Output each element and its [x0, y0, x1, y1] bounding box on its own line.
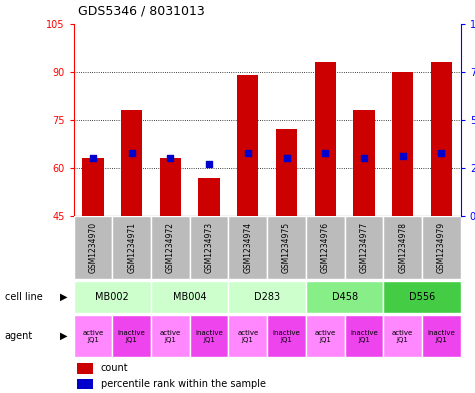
Bar — [113, 315, 151, 357]
Text: GSM1234973: GSM1234973 — [205, 222, 214, 273]
Bar — [422, 216, 461, 279]
Point — [167, 155, 174, 162]
Bar — [74, 281, 151, 313]
Bar — [77, 363, 93, 373]
Bar — [314, 62, 336, 216]
Text: ▶: ▶ — [60, 292, 68, 302]
Text: GSM1234971: GSM1234971 — [127, 222, 136, 273]
Point — [399, 153, 407, 160]
Point — [360, 155, 368, 162]
Bar — [228, 315, 267, 357]
Bar — [160, 158, 181, 216]
Text: GSM1234974: GSM1234974 — [243, 222, 252, 273]
Bar — [228, 281, 306, 313]
Point — [322, 149, 329, 156]
Bar — [306, 281, 383, 313]
Bar — [77, 379, 93, 389]
Text: GSM1234977: GSM1234977 — [360, 222, 369, 273]
Bar — [353, 110, 375, 216]
Text: GSM1234979: GSM1234979 — [437, 222, 446, 273]
Bar — [267, 315, 306, 357]
Bar — [74, 315, 113, 357]
Text: active
JQ1: active JQ1 — [82, 329, 104, 343]
Point — [283, 155, 290, 162]
Bar — [276, 130, 297, 216]
Text: D458: D458 — [332, 292, 358, 302]
Bar — [267, 216, 306, 279]
Bar — [383, 281, 461, 313]
Text: inactive
JQ1: inactive JQ1 — [273, 329, 300, 343]
Text: D556: D556 — [409, 292, 435, 302]
Text: GSM1234976: GSM1234976 — [321, 222, 330, 273]
Text: ▶: ▶ — [60, 331, 68, 341]
Text: inactive
JQ1: inactive JQ1 — [350, 329, 378, 343]
Point — [437, 149, 445, 156]
Text: inactive
JQ1: inactive JQ1 — [195, 329, 223, 343]
Text: cell line: cell line — [5, 292, 42, 302]
Point — [205, 161, 213, 167]
Text: GSM1234970: GSM1234970 — [88, 222, 97, 273]
Bar — [431, 62, 452, 216]
Bar — [306, 216, 345, 279]
Bar — [383, 216, 422, 279]
Text: active
JQ1: active JQ1 — [160, 329, 181, 343]
Point — [128, 149, 135, 156]
Bar — [345, 216, 383, 279]
Bar — [190, 315, 228, 357]
Bar — [345, 315, 383, 357]
Text: GSM1234978: GSM1234978 — [398, 222, 407, 273]
Text: GSM1234972: GSM1234972 — [166, 222, 175, 273]
Text: inactive
JQ1: inactive JQ1 — [118, 329, 145, 343]
Bar — [392, 72, 413, 216]
Bar — [151, 216, 190, 279]
Text: active
JQ1: active JQ1 — [314, 329, 336, 343]
Text: MB002: MB002 — [95, 292, 129, 302]
Bar — [383, 315, 422, 357]
Point — [89, 155, 97, 162]
Bar — [306, 315, 345, 357]
Bar — [121, 110, 142, 216]
Text: active
JQ1: active JQ1 — [237, 329, 258, 343]
Text: inactive
JQ1: inactive JQ1 — [428, 329, 455, 343]
Bar — [113, 216, 151, 279]
Bar — [190, 216, 228, 279]
Bar — [82, 158, 104, 216]
Bar — [74, 216, 113, 279]
Bar — [151, 281, 228, 313]
Text: GDS5346 / 8031013: GDS5346 / 8031013 — [78, 5, 205, 18]
Text: D283: D283 — [254, 292, 280, 302]
Text: agent: agent — [5, 331, 33, 341]
Bar — [237, 75, 258, 216]
Text: percentile rank within the sample: percentile rank within the sample — [101, 379, 266, 389]
Text: GSM1234975: GSM1234975 — [282, 222, 291, 273]
Bar — [151, 315, 190, 357]
Bar — [199, 178, 220, 216]
Text: MB004: MB004 — [173, 292, 207, 302]
Bar — [228, 216, 267, 279]
Bar — [422, 315, 461, 357]
Point — [244, 149, 252, 156]
Text: count: count — [101, 363, 128, 373]
Text: active
JQ1: active JQ1 — [392, 329, 413, 343]
